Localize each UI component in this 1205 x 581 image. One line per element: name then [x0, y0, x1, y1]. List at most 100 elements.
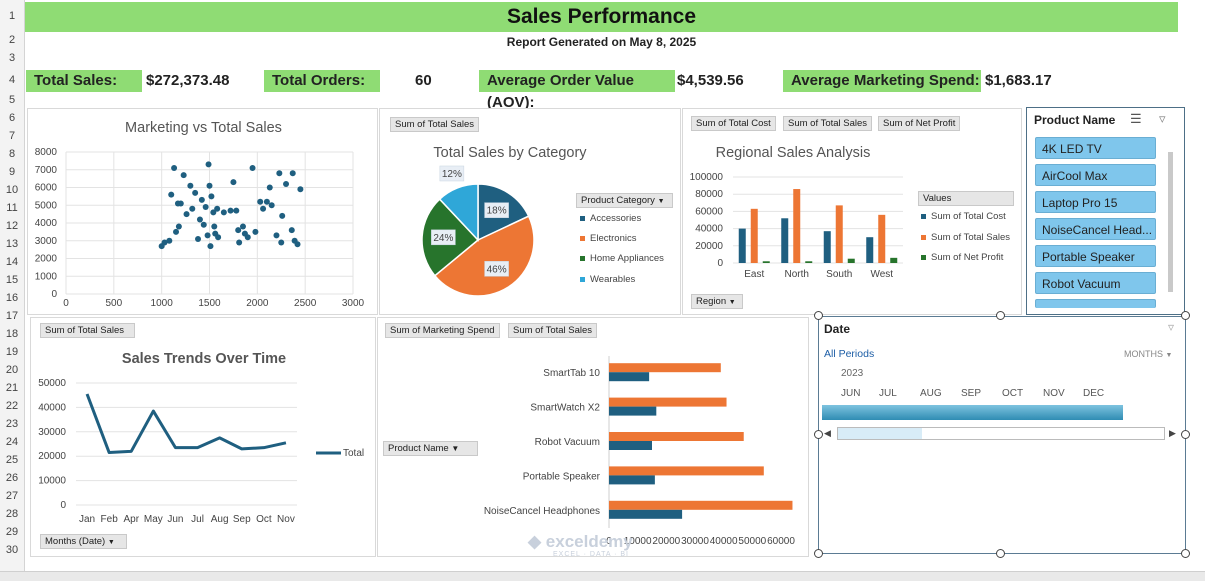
line-chart-panel[interactable]: Sum of Total Sales Sales Trends Over Tim… — [30, 317, 376, 557]
x-tick-label: 60000 — [767, 536, 795, 547]
multi-select-icon[interactable]: ☰ — [1130, 111, 1142, 126]
field-button-sum-total-sales[interactable]: Sum of Total Sales — [40, 323, 135, 338]
row-number[interactable]: 11 — [6, 202, 18, 214]
row-number[interactable]: 2 — [8, 34, 16, 46]
row-number[interactable]: 7 — [8, 130, 16, 142]
x-tick-label: Jan — [79, 514, 95, 525]
row-number[interactable]: 10 — [5, 184, 19, 196]
legend-label: Electronics — [590, 233, 637, 244]
row-number[interactable]: 25 — [5, 454, 19, 466]
row-number[interactable]: 17 — [5, 310, 19, 322]
slicer-item-laptop-pro-15[interactable]: Laptop Pro 15 — [1035, 191, 1156, 213]
row-number[interactable]: 22 — [5, 400, 19, 412]
row-number[interactable]: 21 — [5, 382, 19, 394]
bar — [738, 228, 746, 263]
row-number[interactable]: 14 — [5, 256, 19, 268]
slicer-item-4k-led-tv[interactable]: 4K LED TV — [1035, 137, 1156, 159]
timeline-selection-bar[interactable] — [822, 405, 1123, 420]
row-number[interactable]: 13 — [5, 238, 19, 250]
clear-filter-icon[interactable]: ▿ — [1159, 111, 1166, 126]
scroll-left-icon[interactable]: ◀ — [824, 428, 831, 438]
row-number[interactable]: 30 — [5, 544, 19, 556]
total-sales-value: $272,373.48 — [146, 72, 230, 89]
x-tick-label: 50000 — [738, 536, 766, 547]
legend-label: Wearables — [590, 274, 636, 285]
timeline-month[interactable]: JUL — [879, 388, 897, 399]
row-number[interactable]: 9 — [8, 166, 16, 178]
x-tick-label: 2000 — [246, 298, 269, 309]
scatter-chart-panel[interactable]: Marketing vs Total Sales 0 1000 2000 3000 40… — [27, 108, 378, 315]
region-filter-button[interactable]: Region ▼ — [691, 294, 743, 309]
product-name-filter-button[interactable]: Product Name ▼ — [383, 441, 478, 456]
watermark-sub: EXCEL · DATA · BI — [553, 551, 629, 558]
slicer-item-aircool-max[interactable]: AirCool Max — [1035, 164, 1156, 186]
row-number[interactable]: 18 — [5, 328, 19, 340]
row-number[interactable]: 6 — [8, 112, 16, 124]
resize-handle[interactable] — [996, 549, 1005, 558]
field-button-total-sales[interactable]: Sum of Total Sales — [508, 323, 598, 338]
bar — [609, 466, 764, 476]
resize-handle[interactable] — [814, 430, 823, 439]
row-number[interactable]: 8 — [8, 148, 16, 160]
y-tick-label: SmartTab 10 — [543, 368, 600, 379]
time-level-dropdown[interactable]: MONTHS ▼ — [1124, 349, 1172, 359]
legend-home-appliances: Home Appliances — [580, 253, 664, 264]
slicer-scrollbar[interactable] — [1168, 152, 1173, 292]
months-filter-button[interactable]: Months (Date) ▼ — [40, 534, 127, 549]
timeline-month[interactable]: OCT — [1002, 388, 1024, 399]
slicer-item-portable-speaker[interactable]: Portable Speaker — [1035, 245, 1156, 267]
row-number[interactable]: 23 — [5, 418, 19, 430]
clear-filter-icon[interactable]: ▿ — [1168, 320, 1175, 334]
row-number[interactable]: 5 — [8, 94, 16, 106]
resize-handle[interactable] — [1181, 549, 1190, 558]
product-category-legend-title: Product Category — [581, 195, 655, 206]
row-number[interactable]: 26 — [5, 472, 19, 484]
bar — [823, 231, 831, 263]
data-point — [227, 207, 234, 214]
pie-chart-panel[interactable]: Sum of Total Sales Total Sales by Catego… — [379, 108, 681, 315]
row-number[interactable]: 3 — [8, 52, 16, 64]
resize-handle[interactable] — [814, 311, 823, 320]
timeline-month[interactable]: DEC — [1083, 388, 1105, 399]
sheet-tab-strip[interactable] — [0, 571, 1205, 581]
row-number[interactable]: 1 — [8, 10, 16, 22]
field-button-marketing-spend[interactable]: Sum of Marketing Spend — [385, 323, 500, 338]
row-number[interactable]: 16 — [5, 292, 19, 304]
date-timeline[interactable]: Date ▿ All Periods MONTHS ▼ 2023 ◀ ▶ JUN… — [818, 316, 1186, 554]
row-number[interactable]: 20 — [5, 364, 19, 376]
scroll-right-icon[interactable]: ▶ — [1169, 428, 1176, 438]
field-button-total-cost[interactable]: Sum of Total Cost — [691, 116, 776, 131]
resize-handle[interactable] — [814, 549, 823, 558]
field-button-total-sales[interactable]: Sum of Total Sales — [783, 116, 873, 131]
timeline-month[interactable]: NOV — [1043, 388, 1065, 399]
row-number[interactable]: 24 — [5, 436, 19, 448]
slicer-item-noisecancel[interactable]: NoiseCancel Head... — [1035, 218, 1156, 240]
y-tick-label: 40000 — [695, 224, 723, 235]
row-number[interactable]: 27 — [5, 490, 19, 502]
slicer-item-partial[interactable] — [1035, 299, 1156, 308]
timeline-month[interactable]: AUG — [920, 388, 942, 399]
data-label: 46% — [487, 264, 507, 275]
row-number[interactable]: 19 — [5, 346, 19, 358]
product-bar-panel[interactable]: Sum of Marketing Spend Sum of Total Sale… — [377, 317, 809, 558]
resize-handle[interactable] — [1181, 430, 1190, 439]
regional-chart-panel[interactable]: Sum of Total Cost Sum of Total Sales Sum… — [682, 108, 1022, 315]
legend-label: Sum of Total Cost — [931, 211, 1006, 222]
row-number[interactable]: 4 — [8, 74, 16, 86]
row-number[interactable]: 15 — [5, 274, 19, 286]
data-point — [187, 182, 194, 189]
row-number[interactable]: 29 — [5, 526, 19, 538]
row-number[interactable]: 12 — [5, 220, 19, 232]
timeline-month[interactable]: SEP — [961, 388, 982, 399]
field-button-sum-total-sales[interactable]: Sum of Total Sales — [390, 117, 480, 132]
resize-handle[interactable] — [1181, 311, 1190, 320]
data-point — [171, 164, 178, 171]
timeline-scrollbar[interactable] — [837, 427, 1165, 440]
timeline-month[interactable]: JUN — [841, 388, 861, 399]
y-tick-label: 50000 — [38, 378, 66, 389]
slicer-item-robot-vacuum[interactable]: Robot Vacuum — [1035, 272, 1156, 294]
row-number[interactable]: 28 — [5, 508, 19, 520]
product-category-filter-button[interactable]: Product Category ▼ — [576, 193, 673, 208]
resize-handle[interactable] — [996, 311, 1005, 320]
field-button-net-profit[interactable]: Sum of Net Profit — [878, 116, 961, 131]
